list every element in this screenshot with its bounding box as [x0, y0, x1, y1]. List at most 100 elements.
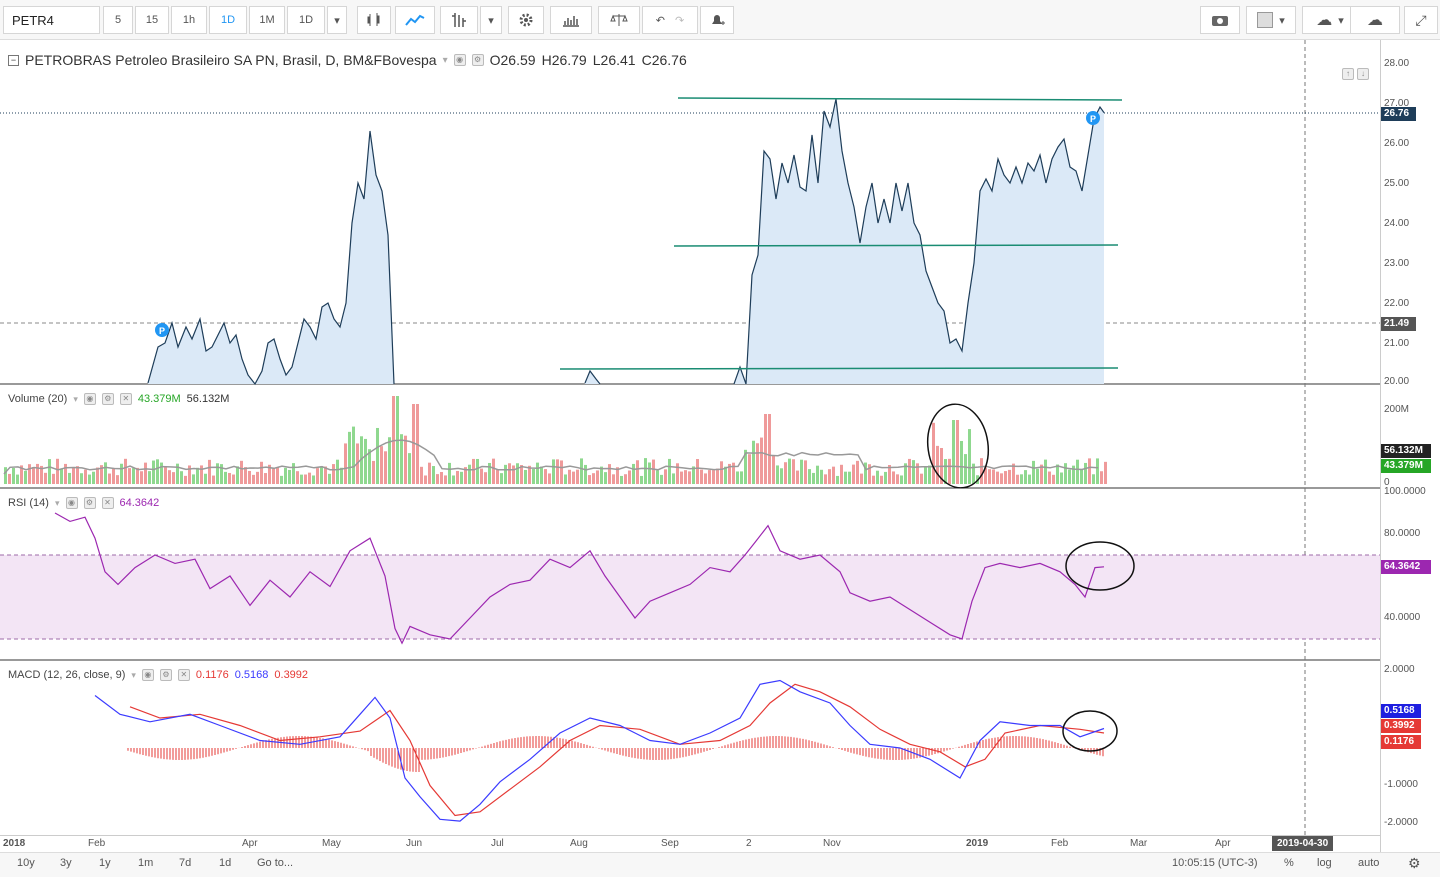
volume-bar: [140, 471, 143, 484]
volume-bar: [548, 473, 551, 484]
volume-bar: [1084, 462, 1087, 484]
chevron-down-icon[interactable]: ▾: [73, 393, 78, 404]
volume-bar: [480, 468, 483, 484]
interval-1m[interactable]: 1M: [249, 6, 285, 34]
interval-15[interactable]: 15: [135, 6, 169, 34]
last-price-tag: 26.76: [1381, 107, 1416, 121]
fullscreen-button[interactable]: ⤢: [1404, 6, 1438, 34]
chevron-down-icon[interactable]: ▾: [131, 669, 136, 680]
undo-redo-group[interactable]: ↶ ↷: [642, 6, 698, 34]
snapshot-button[interactable]: [1200, 6, 1240, 34]
volume-bar: [168, 470, 171, 484]
symbol-input[interactable]: PETR4: [3, 6, 100, 34]
chevron-down-icon[interactable]: ▾: [442, 54, 448, 66]
compare-dropdown[interactable]: ▾: [480, 6, 502, 34]
eye-icon[interactable]: ◉: [453, 54, 466, 66]
hist-tag: 0.1176: [1381, 735, 1421, 749]
volume-bar: [992, 469, 995, 484]
volume-ma-line: [3, 439, 1099, 475]
volume-bar: [240, 460, 243, 484]
eye-icon[interactable]: ◉: [141, 669, 154, 681]
chevron-down-icon: ▾: [1338, 14, 1344, 27]
percent-toggle[interactable]: %: [1284, 857, 1294, 869]
settings-button[interactable]: [508, 6, 544, 34]
volume-bar: [776, 465, 779, 484]
volume-bar: [500, 473, 503, 484]
gear-icon[interactable]: ⚙: [471, 54, 484, 66]
macd-legend[interactable]: MACD (12, 26, close, 9) ▾ ◉ ⚙ ✕ 0.1176 0…: [8, 669, 308, 681]
volume-bar: [520, 465, 523, 484]
chevron-down-icon[interactable]: ▾: [54, 497, 60, 508]
volume-bar: [208, 459, 211, 484]
volume-bar: [960, 440, 963, 484]
undo-icon[interactable]: ↶: [655, 14, 665, 27]
auto-toggle[interactable]: auto: [1358, 857, 1380, 869]
scale-button[interactable]: [598, 6, 640, 34]
drawing-button[interactable]: ▾: [1246, 6, 1296, 34]
macd-pane: [94, 679, 1118, 822]
interval-1d[interactable]: 1D: [209, 6, 247, 34]
volume-bar: [624, 474, 627, 484]
volume-bar: [484, 472, 487, 484]
range-3y[interactable]: 3y: [60, 857, 72, 869]
range-10y[interactable]: 10y: [17, 857, 35, 869]
volume-bar: [72, 467, 75, 484]
volume-bar: [680, 471, 683, 484]
range-1d[interactable]: 1d: [219, 857, 232, 869]
volume-bar: [1016, 474, 1019, 484]
volume-bar: [944, 459, 947, 484]
collapse-icon[interactable]: −: [8, 54, 19, 66]
main-pane-legend[interactable]: − PETROBRAS Petroleo Brasileiro SA PN, B…: [8, 52, 687, 68]
volume-bar: [232, 474, 235, 484]
close-icon[interactable]: ✕: [119, 393, 132, 405]
redo-icon[interactable]: ↷: [675, 14, 685, 27]
volume-bar: [420, 466, 423, 484]
resistance-line: [677, 97, 1123, 101]
gear-icon[interactable]: ⚙: [159, 669, 172, 681]
eye-icon[interactable]: ◉: [65, 497, 78, 509]
volume-bar: [148, 471, 151, 484]
volume-bar: [800, 459, 803, 484]
eye-icon[interactable]: ◉: [83, 393, 96, 405]
volume-bar: [472, 458, 475, 484]
volume-bar: [432, 466, 435, 484]
volume-bar: [684, 470, 687, 484]
volume-bar: [700, 469, 703, 484]
macd-tag: 0.5168: [1381, 704, 1421, 718]
settings-icon: [519, 13, 533, 27]
interval-5[interactable]: 5: [103, 6, 133, 34]
volume-legend[interactable]: Volume (20) ▾ ◉ ⚙ ✕ 43.379M 56.132M: [8, 393, 229, 405]
dividend-marker-label: P: [1090, 114, 1096, 124]
arrow-up-icon[interactable]: ↑: [1342, 68, 1354, 80]
candles-button[interactable]: [357, 6, 391, 34]
cloud-save-button[interactable]: ☁: [1350, 6, 1400, 34]
volume-bar: [1004, 471, 1007, 484]
arrow-down-icon[interactable]: ↓: [1357, 68, 1369, 80]
range-1y[interactable]: 1y: [99, 857, 111, 869]
compare-button[interactable]: [440, 6, 478, 34]
gear-icon[interactable]: ⚙: [83, 497, 96, 509]
close-icon[interactable]: ✕: [101, 497, 114, 509]
range-7d[interactable]: 7d: [179, 857, 192, 869]
log-toggle[interactable]: log: [1317, 857, 1332, 869]
goto-button[interactable]: Go to...: [257, 857, 294, 869]
gear-icon[interactable]: ⚙: [1408, 855, 1421, 871]
volume-bar: [688, 471, 691, 484]
volume-bar: [572, 471, 575, 484]
volume-bar: [864, 462, 867, 484]
indicators-button[interactable]: [550, 6, 592, 34]
gear-icon[interactable]: ⚙: [101, 393, 114, 405]
chart-canvas[interactable]: PP: [0, 40, 1440, 852]
time-axis[interactable]: [0, 835, 1380, 853]
interval-dropdown[interactable]: ▾: [327, 6, 347, 34]
alert-button[interactable]: [700, 6, 734, 34]
rsi-legend[interactable]: RSI (14) ▾ ◉ ⚙ ✕ 64.3642: [8, 497, 159, 509]
area-chart-button[interactable]: [395, 6, 435, 34]
range-1m[interactable]: 1m: [138, 857, 154, 869]
interval-custom[interactable]: 1D: [287, 6, 325, 34]
interval-1h[interactable]: 1h: [171, 6, 207, 34]
close-icon[interactable]: ✕: [177, 669, 190, 681]
volume-bar: [80, 473, 83, 484]
volume-bar: [1092, 474, 1095, 484]
volume-bar: [592, 473, 595, 484]
